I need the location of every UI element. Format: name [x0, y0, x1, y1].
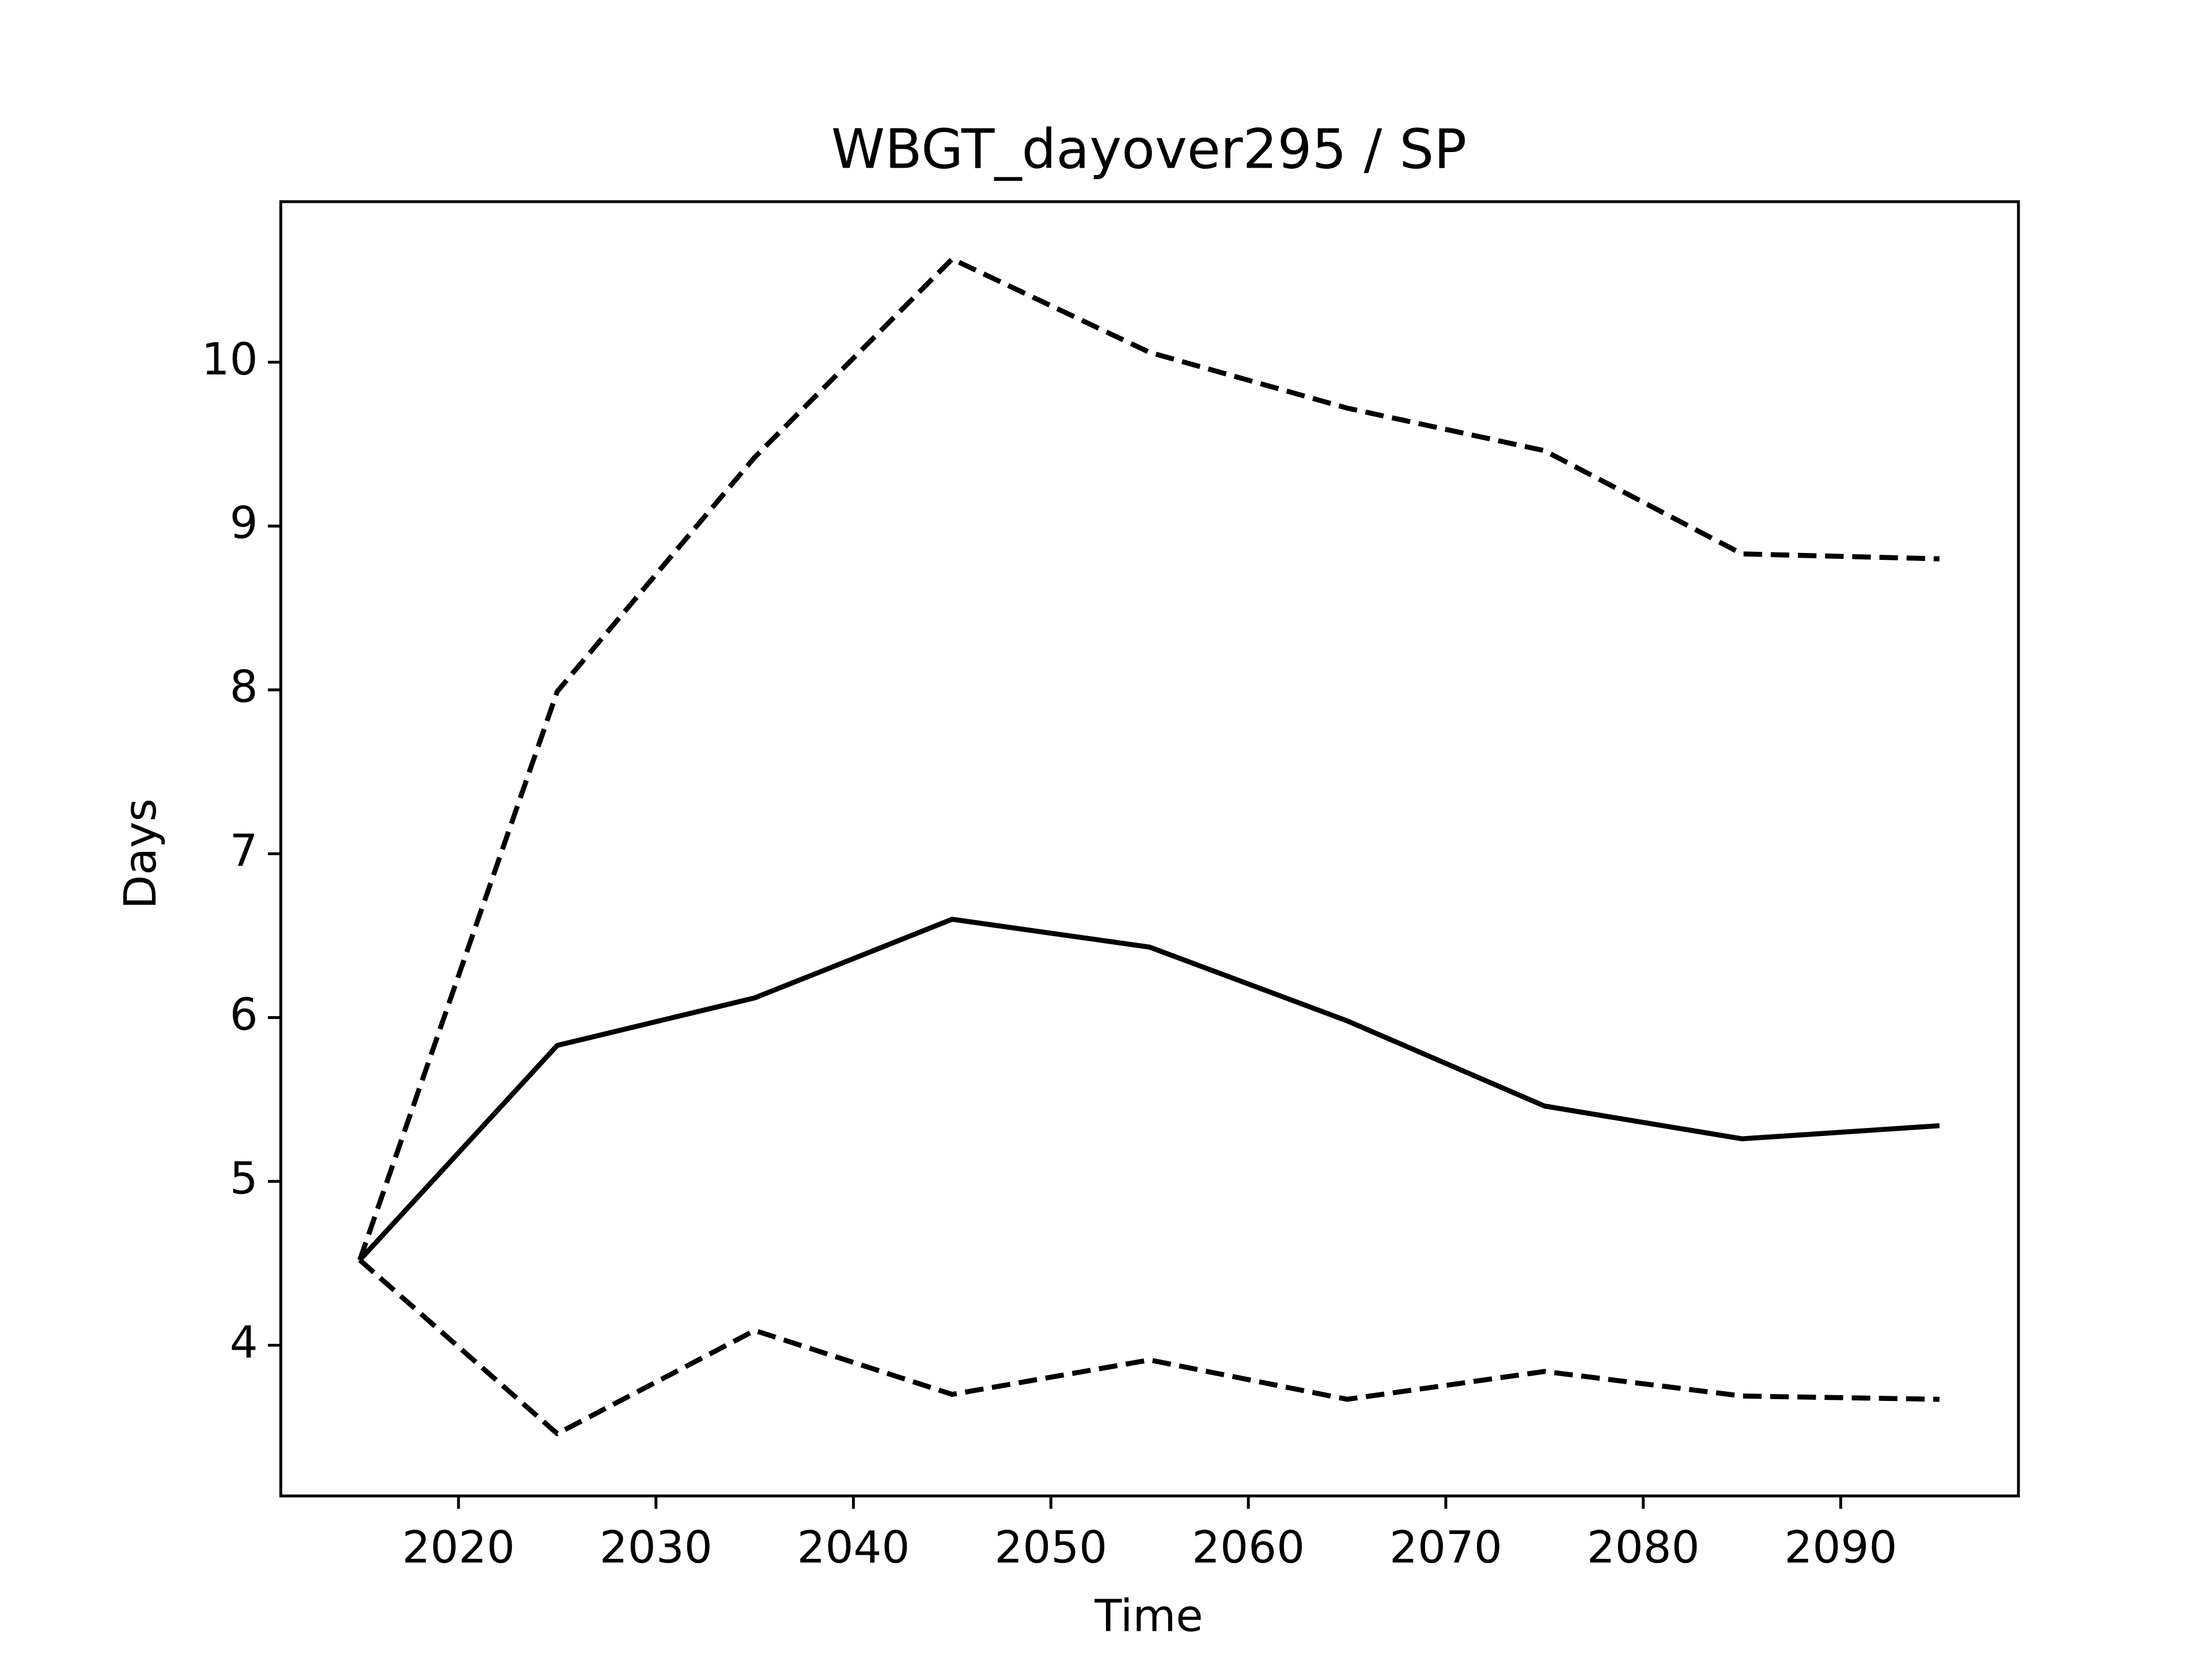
- y-tick-label: 6: [230, 989, 258, 1040]
- x-tick-label: 2090: [1785, 1522, 1897, 1573]
- x-tick-label: 2060: [1192, 1522, 1305, 1573]
- x-tick-label: 2080: [1587, 1522, 1700, 1573]
- y-tick-label: 4: [230, 1317, 258, 1368]
- x-tick-label: 2040: [797, 1522, 910, 1573]
- y-tick-label: 8: [230, 662, 258, 713]
- y-tick-label: 7: [230, 825, 258, 877]
- series-line: [358, 1258, 1940, 1437]
- x-axis-label: Time: [1094, 1590, 1203, 1642]
- y-tick-label: 5: [230, 1153, 258, 1205]
- plot-frame: [279, 200, 2020, 1498]
- y-tick-label: 9: [230, 498, 258, 549]
- x-tick-label: 2020: [402, 1522, 515, 1573]
- chart-title: WBGT_dayover295 / SP: [831, 118, 1467, 181]
- x-tick-label: 2030: [600, 1522, 713, 1573]
- series-line: [357, 256, 1940, 1261]
- x-tick-label: 2070: [1389, 1522, 1502, 1573]
- y-axis-label: Days: [115, 798, 166, 909]
- y-tick-label: 10: [202, 334, 258, 385]
- x-tick-label: 2050: [994, 1522, 1107, 1573]
- series-line: [358, 916, 1940, 1262]
